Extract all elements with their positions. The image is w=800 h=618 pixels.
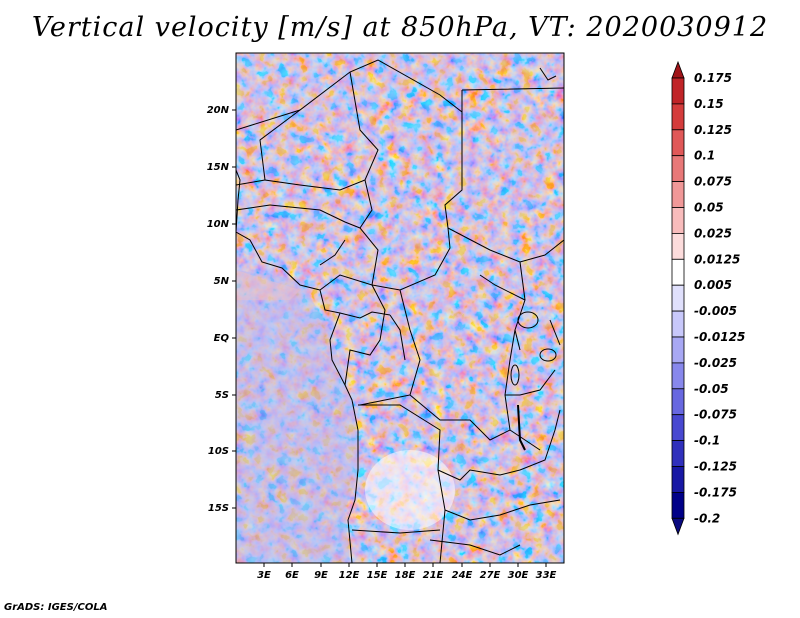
colorbar-label: -0.125 [694,460,737,474]
colorbar-swatch [671,388,685,416]
lon-label: 15E [367,570,388,581]
colorbar-label: 0.05 [694,201,724,215]
colorbar-swatch [671,207,685,234]
lon-label: 33E [536,570,557,581]
colorbar-swatch [671,362,685,390]
colorbar-swatch [671,129,685,157]
colorbar-label: 0.005 [694,278,732,292]
colorbar-swatch [671,181,685,208]
colorbar-label: 0.075 [694,175,732,189]
colorbar: 0.175 0.15 0.125 0.1 0.075 0.05 0.025 0.0125 0.0… [671,60,745,536]
colorbar-label: -0.005 [694,304,737,318]
lon-label: 9E [314,570,328,581]
credit-label: GrADS: IGES/COLA [4,602,108,613]
lon-label: 6E [285,570,299,581]
colorbar-swatch [671,310,685,338]
colorbar-swatch [671,491,685,519]
colorbar-label: -0.05 [694,382,729,396]
colorbar-swatch [671,466,685,493]
colorbar-swatch [671,440,685,467]
colorbar-label: 0.125 [694,123,732,137]
colorbar-label: -0.1 [694,434,720,448]
colorbar-label: -0.0125 [694,330,745,344]
lon-label: 12E [339,570,360,581]
colorbar-swatch [671,284,685,312]
colorbar-swatch [671,232,685,260]
colorbar-swatch [671,258,685,286]
velocity-field [236,53,564,563]
lon-label: 24E [452,570,473,581]
colorbar-label: -0.025 [694,356,737,370]
lat-label: 10N [207,219,230,230]
colorbar-label: 0.15 [694,97,724,111]
colorbar-swatch [671,103,685,131]
colorbar-swatch [671,336,685,364]
colorbar-label: -0.2 [694,511,720,525]
lat-label: 10S [208,446,229,457]
lat-label: 15N [207,162,230,173]
colorbar-swatch [671,77,685,105]
map-frame [235,52,565,564]
colorbar-label: 0.0125 [694,252,740,266]
country-borders [236,59,564,563]
lat-label: 5S [215,390,229,401]
lon-label: 3E [257,570,271,581]
colorbar-swatch [671,155,685,182]
longitude-axis: 3E 6E 9E 12E 15E 18E 21E 24E 27E 30E 33E [257,563,557,581]
colorbar-label: 0.1 [694,149,715,163]
lat-label: 20N [207,105,230,116]
colorbar-label: -0.175 [694,485,737,499]
colorbar-label: -0.075 [694,408,737,422]
colorbar-max-arrow [671,60,685,79]
lat-label: EQ [214,333,230,344]
lat-label: 5N [214,276,230,287]
colorbar-label: 0.025 [694,226,732,240]
latitude-axis: 20N 15N 10N 5N EQ 5S 10S 15S [207,105,236,514]
map-title: Vertical velocity [m/s] at 850hPa, VT: 2… [31,12,769,43]
lat-label: 15S [208,503,229,514]
lon-label: 18E [395,570,416,581]
lon-label: 30E [508,570,529,581]
colorbar-min-arrow [671,517,685,536]
colorbar-swatch [671,414,685,442]
lon-label: 21E [423,570,444,581]
colorbar-label: 0.175 [694,71,732,85]
lon-label: 27E [480,570,501,581]
